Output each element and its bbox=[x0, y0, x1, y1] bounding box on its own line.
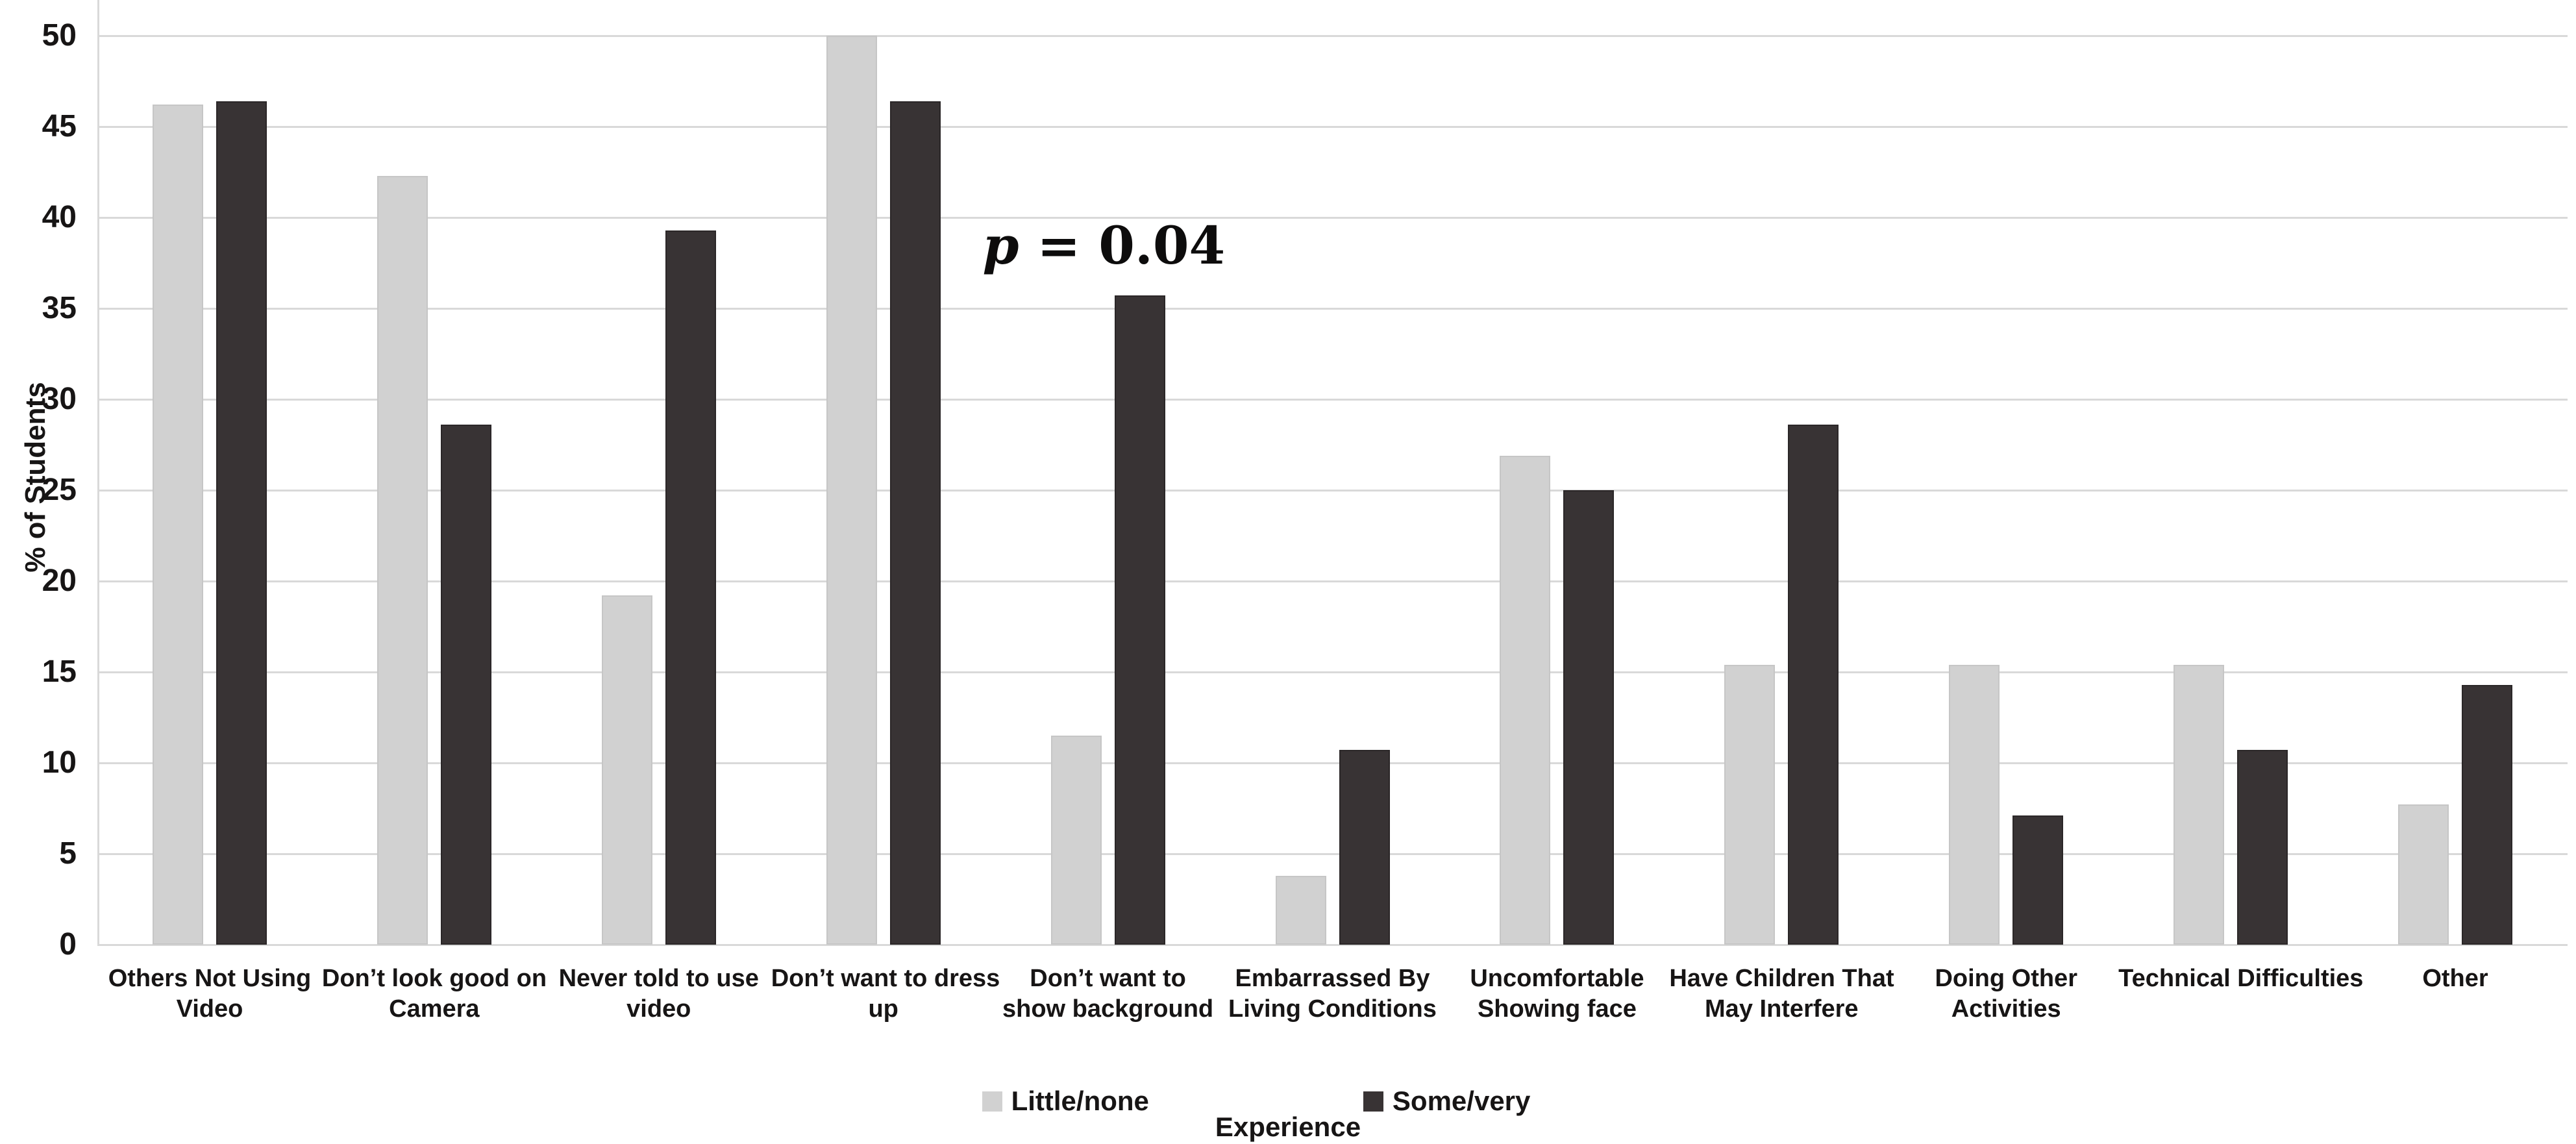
legend-swatch-little-none-icon bbox=[982, 1091, 1002, 1112]
bar-little-none-1 bbox=[377, 176, 428, 945]
category-label-line: Embarrassed By bbox=[1235, 965, 1430, 992]
bar-some-very-7 bbox=[1788, 425, 1839, 945]
y-tick-label-25: 25 bbox=[42, 473, 77, 507]
category-label-1: Don’t look good on Camera bbox=[322, 964, 547, 1025]
category-label-line: Don’t look good on bbox=[321, 965, 547, 992]
bar-some-very-4 bbox=[1115, 295, 1165, 945]
category-label-5: Embarrassed By Living Conditions bbox=[1220, 964, 1445, 1025]
category-label-line: Technical Difficulties bbox=[2118, 965, 2364, 992]
legend-item-some-very: Some/very bbox=[1363, 1086, 1530, 1117]
category-label-line: Video bbox=[176, 995, 243, 1023]
legend-swatch-some-very-icon bbox=[1363, 1091, 1383, 1112]
bar-some-very-5 bbox=[1339, 750, 1390, 945]
bar-little-none-8 bbox=[1949, 665, 2000, 945]
bar-little-none-7 bbox=[1724, 665, 1775, 945]
category-label-line: Other bbox=[2422, 965, 2488, 992]
category-label-10: Other bbox=[2343, 964, 2568, 994]
gridline-25 bbox=[97, 490, 2568, 491]
legend-item-little-none: Little/none bbox=[982, 1086, 1149, 1117]
bar-some-very-9 bbox=[2237, 750, 2288, 945]
category-label-line: May Interfere bbox=[1705, 995, 1859, 1023]
category-label-line: Don’t want to bbox=[1030, 965, 1186, 992]
legend-label-some-very: Some/very bbox=[1392, 1086, 1531, 1116]
category-label-0: Others Not Using Video bbox=[97, 964, 322, 1025]
y-tick-label-30: 30 bbox=[42, 382, 77, 416]
y-tick-label-50: 50 bbox=[42, 18, 77, 53]
category-label-line: Uncomfortable bbox=[1470, 965, 1644, 992]
bar-little-none-10 bbox=[2398, 804, 2449, 945]
category-label-line: Never told to use bbox=[558, 965, 759, 992]
x-axis-title: Experience bbox=[1215, 1112, 1361, 1142]
gridline-30 bbox=[97, 399, 2568, 401]
category-label-line: Activities bbox=[1951, 995, 2061, 1023]
y-tick-label-45: 45 bbox=[42, 109, 77, 143]
category-label-8: Doing Other Activities bbox=[1894, 964, 2118, 1025]
gridline-5 bbox=[97, 853, 2568, 855]
y-axis-line bbox=[97, 0, 99, 945]
legend-label-little-none: Little/none bbox=[1011, 1086, 1149, 1116]
gridline-20 bbox=[97, 580, 2568, 582]
bar-some-very-2 bbox=[665, 230, 716, 945]
category-label-line: Showing face bbox=[1477, 995, 1637, 1023]
y-tick-label-0: 0 bbox=[59, 927, 77, 962]
bar-little-none-6 bbox=[1500, 456, 1550, 945]
bar-little-none-5 bbox=[1276, 876, 1326, 945]
gridline-15 bbox=[97, 671, 2568, 673]
y-tick-label-5: 5 bbox=[59, 836, 77, 871]
bar-little-none-2 bbox=[602, 595, 652, 945]
category-label-line: Others Not Using bbox=[108, 965, 312, 992]
category-label-3: Don’t want to dress up bbox=[771, 964, 1000, 1025]
bar-some-very-6 bbox=[1563, 490, 1614, 945]
y-tick-label-35: 35 bbox=[42, 291, 77, 325]
p-value-number: = 0.04 bbox=[1019, 215, 1226, 276]
bar-little-none-9 bbox=[2174, 665, 2224, 945]
gridline-35 bbox=[97, 308, 2568, 310]
y-tick-label-20: 20 bbox=[42, 564, 77, 598]
category-label-line: Living Conditions bbox=[1228, 995, 1437, 1023]
bar-some-very-8 bbox=[2012, 815, 2063, 945]
gridline-50 bbox=[97, 35, 2568, 37]
category-label-line: Don’t want to dress bbox=[771, 965, 1000, 992]
gridline-40 bbox=[97, 217, 2568, 219]
bar-some-very-1 bbox=[441, 425, 491, 945]
category-label-7: Have Children That May Interfere bbox=[1669, 964, 1894, 1025]
legend: Little/none Some/very bbox=[0, 1086, 2512, 1117]
gridline-10 bbox=[97, 762, 2568, 764]
gridline-0 bbox=[97, 944, 2568, 946]
bar-little-none-4 bbox=[1051, 736, 1102, 945]
category-label-line: show background bbox=[1002, 995, 1214, 1023]
category-label-line: video bbox=[626, 995, 691, 1023]
category-label-6: Uncomfortable Showing face bbox=[1444, 964, 1669, 1025]
category-label-4: Don’t want to show background bbox=[996, 964, 1220, 1025]
p-value-annotation: p = 0.04 bbox=[982, 215, 1226, 276]
bar-some-very-0 bbox=[216, 101, 267, 945]
y-tick-label-40: 40 bbox=[42, 200, 77, 234]
category-label-9: Technical Difficulties bbox=[2118, 964, 2364, 994]
gridline-45 bbox=[97, 126, 2568, 128]
bar-little-none-0 bbox=[153, 105, 203, 945]
bar-little-none-3 bbox=[826, 36, 877, 945]
category-label-2: Never told to use video bbox=[547, 964, 771, 1025]
category-label-line: up bbox=[868, 995, 898, 1023]
category-label-line: Doing Other bbox=[1935, 965, 2077, 992]
y-tick-label-15: 15 bbox=[42, 654, 77, 689]
category-label-line: Have Children That bbox=[1669, 965, 1894, 992]
bar-some-very-10 bbox=[2462, 685, 2512, 945]
y-tick-label-10: 10 bbox=[42, 745, 77, 780]
p-value-variable: p bbox=[982, 215, 1019, 276]
category-label-line: Camera bbox=[389, 995, 480, 1023]
bar-some-very-3 bbox=[890, 101, 941, 945]
